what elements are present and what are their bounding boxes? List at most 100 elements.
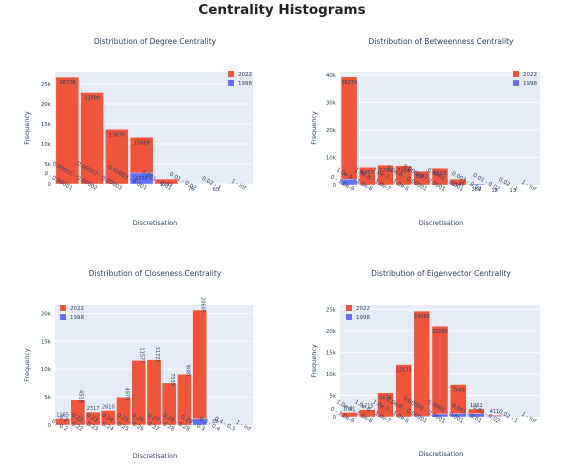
legend-label: 2022 (356, 306, 370, 312)
bar-value-label: 20605 (199, 297, 205, 313)
bar-2022 (80, 92, 104, 185)
bar-value-label: 411 (490, 409, 500, 415)
y-tick-label: 40k (326, 73, 337, 79)
bar-value-label: 5042 (415, 174, 428, 180)
bar-value-label: 22889 (84, 95, 100, 101)
y-tick-label: 30k (326, 100, 337, 106)
bar-value-label: 13 (510, 188, 516, 194)
bar-value-label: 11721 (154, 347, 160, 363)
bar-value-label: 5636 (379, 396, 392, 402)
y-tick-label: 20k (41, 102, 52, 108)
x-axis-label: Discretisation (419, 219, 463, 227)
bar-value-label: 21080 (432, 329, 448, 335)
bar-1998 (486, 416, 503, 418)
y-tick-label: 5k (44, 395, 51, 401)
bar-2022 (105, 129, 129, 185)
y-tick-label: 0 (48, 182, 52, 188)
bar-2022 (161, 382, 177, 426)
page-title: Centrality Histograms (198, 2, 366, 18)
legend-swatch (60, 314, 66, 320)
y-tick-label: 10k (326, 155, 337, 161)
bar-2022 (431, 167, 449, 186)
bar-value-label: 7206 (379, 168, 392, 174)
y-tick-label: 20k (326, 329, 337, 335)
legend-label: 2022 (70, 306, 84, 312)
y-tick-label: 10k (41, 142, 52, 148)
y-tick-label: 25k (41, 82, 52, 88)
bar-value-label: 26738 (59, 80, 75, 86)
legend-label: 1998 (523, 81, 537, 87)
legend-swatch (346, 305, 352, 311)
bar-value-label: 12173 (396, 368, 412, 374)
y-tick-label: 10k (326, 372, 337, 378)
bar-value-label: 60 (213, 187, 219, 193)
y-axis-label: Frequency (23, 348, 31, 382)
y-tick-label: 0 (48, 423, 52, 429)
bar-2022 (377, 392, 394, 418)
bar-2022 (85, 411, 101, 426)
y-tick-label: 0 (333, 415, 337, 421)
legend-label: 1998 (356, 315, 370, 321)
bar-2022 (395, 364, 412, 418)
bar-value-label: 2755 (135, 176, 148, 182)
bar-value-label: 1715 (361, 404, 374, 410)
chart-panel-0: 0 5k 10k 15k 20k 25k 26738 22889 13676 11669 1239 7… (23, 37, 253, 227)
legend-swatch (228, 71, 234, 77)
bar-1998 (192, 418, 207, 426)
y-tick-label: 10k (41, 367, 52, 373)
bar-2022 (101, 410, 116, 426)
bar-2022 (146, 359, 162, 426)
bar-2022 (70, 399, 86, 426)
bar-value-label: 11577 (139, 347, 145, 363)
bar-value-label: 1239 (160, 182, 173, 188)
bar-value-label: 24588 (414, 314, 430, 320)
y-tick-label: 15k (41, 339, 52, 345)
bar-2022 (377, 164, 394, 186)
y-tick-label: 5k (44, 162, 51, 168)
bar-value-label: 39274 (341, 80, 357, 86)
subplot-title: Distribution of Eigenvector Centrality (371, 269, 511, 278)
legend-label: 1998 (70, 315, 84, 321)
bar-value-label: 1061 (470, 403, 483, 409)
bar-value-label: 1165 (56, 412, 69, 418)
bar-value-label: 7539 (169, 373, 175, 386)
y-tick-label: 20k (326, 128, 337, 134)
bar-2022 (55, 418, 70, 426)
bar-value-label: 2146 (452, 182, 465, 188)
bar-2022 (449, 178, 467, 186)
y-tick-label: 20k (41, 311, 52, 317)
bar-value-label: 6451 (361, 170, 374, 176)
bar-value-label: 11669 (134, 140, 150, 146)
x-axis-label: Discretisation (133, 452, 177, 460)
bar-1998 (449, 413, 467, 418)
legend-swatch (346, 314, 352, 320)
y-axis-label: Frequency (23, 111, 31, 145)
plot-area (340, 72, 540, 185)
bar-1998 (129, 172, 154, 185)
bar-value-label: 7543 (452, 388, 465, 394)
bar-value-label: 9081 (184, 365, 190, 378)
legend-label: 2022 (523, 72, 537, 78)
bar-value-label: 18 (491, 188, 497, 194)
bar-2022 (131, 360, 147, 426)
bar-2022 (192, 309, 207, 426)
y-tick-label: 15k (41, 122, 52, 128)
y-axis-label: Frequency (310, 344, 318, 378)
subplot-title: Distribution of Betweenness Centrality (369, 37, 514, 46)
bar-value-label: 4970 (123, 388, 129, 401)
legend-swatch (513, 71, 519, 77)
bar-2022 (413, 170, 431, 186)
bar-value-label: 39 (212, 419, 218, 425)
bar-value-label: 7004 (397, 169, 410, 175)
bar-2022 (154, 178, 179, 185)
bar-value-label: 1061 (343, 406, 356, 412)
bar-value-label: 4519 (78, 390, 84, 403)
bar-value-label: 6103 (434, 171, 447, 177)
y-axis-label: Frequency (310, 111, 318, 145)
legend-swatch (60, 305, 66, 311)
bar-2022 (395, 165, 412, 186)
bar-2022 (55, 76, 80, 185)
y-tick-label: 5k (329, 393, 336, 399)
bar-2022 (340, 412, 358, 418)
